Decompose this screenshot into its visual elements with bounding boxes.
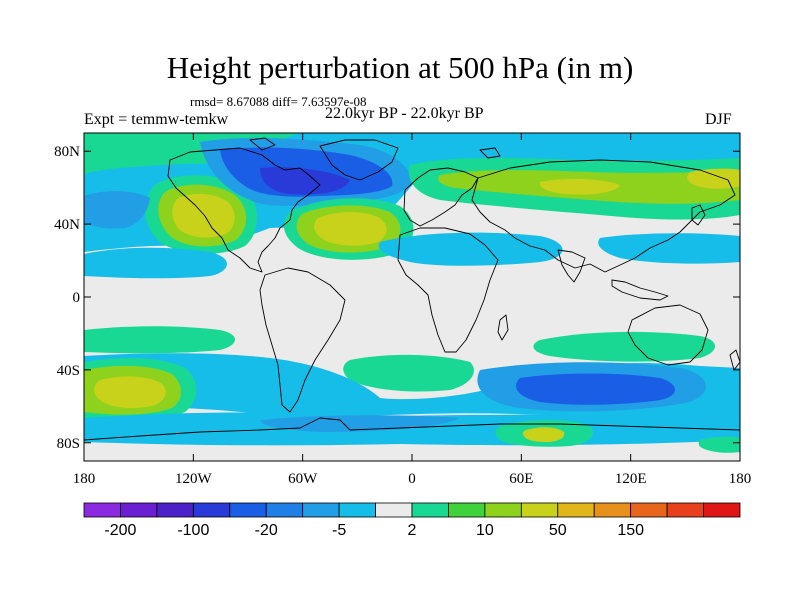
lon-tick-label: 120E (615, 471, 647, 487)
colorbar-swatch (630, 502, 668, 518)
colorbar-label: -20 (255, 522, 278, 539)
lon-tick-label: 60W (288, 471, 318, 487)
colorbar-swatch (593, 502, 632, 518)
colorbar-swatch (83, 502, 121, 518)
coast-japan (691, 204, 706, 226)
lon-tick-label: 180 (729, 471, 752, 487)
plot-title: Height perturbation at 500 hPa (in m) (166, 50, 634, 85)
lon-tick-label: 120W (175, 471, 213, 487)
colorbar-swatch (411, 502, 449, 518)
coast-south-america (259, 267, 346, 413)
coastlines (84, 137, 740, 441)
colorbar-swatch (156, 502, 194, 518)
contour-antarctic-edge (698, 436, 740, 453)
coast-asia (471, 159, 736, 273)
colorbar-swatch (192, 502, 231, 518)
colorbar-swatch (265, 502, 304, 518)
contour-south-pacific-green (84, 326, 235, 354)
lat-tick-label: 40N (54, 217, 80, 233)
stats-label: rmsd= 8.67088 diff= 7.63597e-08 (190, 94, 367, 109)
coast-europe (403, 167, 479, 227)
longitude-axis: 180 120W 60W 0 60E 120E 180 (73, 133, 752, 487)
coast-arctic-islands (249, 137, 501, 159)
colorbar-swatch (520, 502, 559, 518)
contour-pacific-subtropical-negative (84, 247, 227, 279)
colorbar-label: 50 (549, 522, 567, 539)
contour-eurasia-positive-core (539, 178, 620, 195)
colorbar-label: -100 (177, 522, 209, 539)
coast-antarctica (84, 417, 740, 441)
colorbar-swatch (557, 502, 595, 518)
contour-asia-subtropical-negative (598, 233, 740, 264)
colorbar-swatch (375, 502, 413, 518)
colorbar-swatch (338, 502, 376, 518)
coast-australia (627, 304, 709, 366)
colorbar: -200 -100 -20 -5 2 10 50 150 (83, 502, 741, 539)
lon-tick-label: 60E (509, 471, 533, 487)
coast-india (557, 249, 586, 283)
lat-tick-label: 80N (54, 144, 80, 160)
latitude-axis: 80N 40N 0 40S 80S (54, 144, 740, 452)
experiment-label: Expt = temmw-temkw (84, 111, 229, 128)
coast-madagascar (497, 314, 509, 341)
period-label: 22.0kyr BP - 22.0kyr BP (325, 105, 484, 122)
colorbar-swatch (448, 502, 486, 518)
contour-southern-ocean-negative-inner (516, 373, 675, 405)
contour-antarctic-positive-core (522, 427, 565, 442)
colorbar-label: 2 (408, 522, 417, 539)
colorbar-swatch (120, 502, 158, 518)
map-area (83, 132, 741, 462)
contour-south-pacific-positive-core (94, 376, 166, 408)
lat-tick-label: 80S (57, 436, 80, 452)
colorbar-swatch (484, 502, 522, 518)
lon-tick-label: 0 (408, 471, 416, 487)
season-label: DJF (705, 111, 732, 128)
colorbar-swatch (703, 502, 741, 518)
coast-north-america (167, 147, 321, 273)
lon-tick-label: 180 (73, 471, 96, 487)
coast-indonesia (611, 279, 669, 301)
contour-south-indian-green (533, 331, 715, 362)
contour-south-atlantic-green (343, 354, 474, 392)
contour-mid-atlantic-positive-core (314, 212, 387, 246)
colorbar-swatch (229, 502, 267, 518)
colorbar-swatch (666, 502, 704, 518)
colorbar-swatch (302, 502, 340, 518)
lat-tick-label: 0 (73, 290, 81, 306)
contour-pacific-positive-core (172, 193, 235, 238)
coast-africa (397, 227, 499, 353)
contour-east-asia-core (687, 168, 740, 189)
contour-atlantic-negative-core (260, 167, 350, 195)
colorbar-label: 150 (617, 522, 644, 539)
colorbar-label: -5 (332, 522, 346, 539)
coast-greenland (319, 139, 399, 181)
colorbar-label: -200 (104, 522, 136, 539)
coast-new-zealand (729, 349, 740, 371)
colorbar-label: 10 (476, 522, 494, 539)
contour-north-africa-negative (378, 232, 563, 266)
contour-north-pacific-negative (84, 191, 150, 229)
lat-tick-label: 40S (57, 363, 80, 379)
